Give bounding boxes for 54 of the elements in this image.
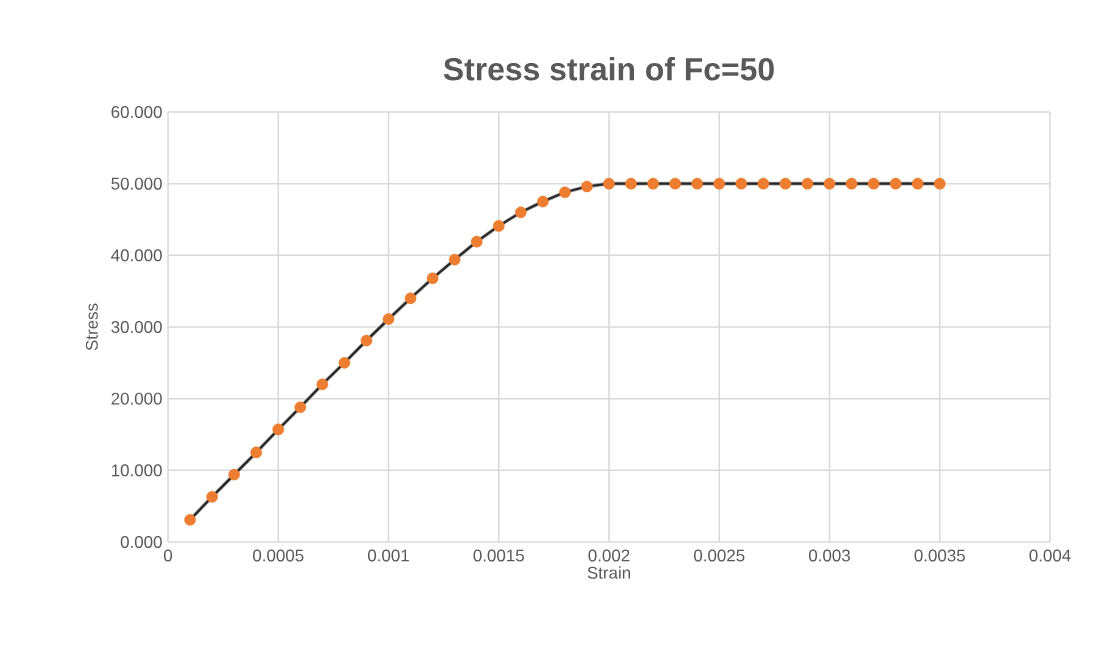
point [382, 313, 395, 325]
point [669, 177, 681, 190]
point [691, 177, 704, 190]
point [404, 292, 417, 305]
point [184, 513, 196, 526]
point [647, 177, 659, 190]
point [933, 177, 946, 190]
point [426, 272, 439, 285]
point [492, 220, 505, 232]
x-axis-title: Strain [587, 566, 631, 579]
point [911, 177, 924, 190]
point [713, 177, 726, 190]
y-tick-label: 10.000 [111, 464, 162, 477]
y-tick-label: 0.000 [120, 535, 162, 548]
point [515, 206, 527, 219]
x-tick-label: 0.0015 [473, 549, 524, 562]
x-tick-label: 0 [163, 549, 173, 562]
x-tick-label: 0.004 [1029, 549, 1071, 562]
y-tick-label: 20.000 [111, 392, 162, 405]
point [735, 177, 748, 190]
point [889, 177, 902, 190]
x-tick-label: 0.001 [367, 549, 409, 562]
y-tick-label: 30.000 [111, 320, 162, 333]
x-tick-label: 0.002 [588, 549, 630, 562]
x-tick-label: 0.0005 [253, 549, 304, 562]
point [757, 177, 770, 190]
y-tick-label: 40.000 [111, 249, 162, 262]
point [823, 177, 836, 190]
x-tick-label: 0.0025 [694, 549, 745, 562]
y-tick-label: 50.000 [111, 177, 162, 190]
point [206, 491, 218, 503]
point [625, 177, 637, 190]
point [360, 334, 373, 347]
x-tick-label: 0.003 [808, 549, 850, 562]
point [272, 423, 285, 436]
point [250, 446, 263, 459]
point [559, 186, 571, 199]
point [228, 468, 240, 481]
point [581, 180, 593, 193]
point [603, 177, 615, 190]
y-tick-label: 60.000 [111, 105, 162, 118]
chart-title: Stress strain of Fc=50 [443, 57, 774, 81]
point [470, 235, 483, 248]
point [779, 177, 792, 190]
point [845, 177, 858, 190]
point [537, 195, 549, 208]
y-axis-title: Stress [85, 303, 98, 351]
point [867, 177, 880, 190]
point [338, 357, 351, 369]
point [316, 378, 329, 391]
x-tick-label: 0.0035 [914, 549, 965, 562]
point [294, 401, 307, 414]
point [801, 177, 814, 190]
point [448, 253, 461, 266]
